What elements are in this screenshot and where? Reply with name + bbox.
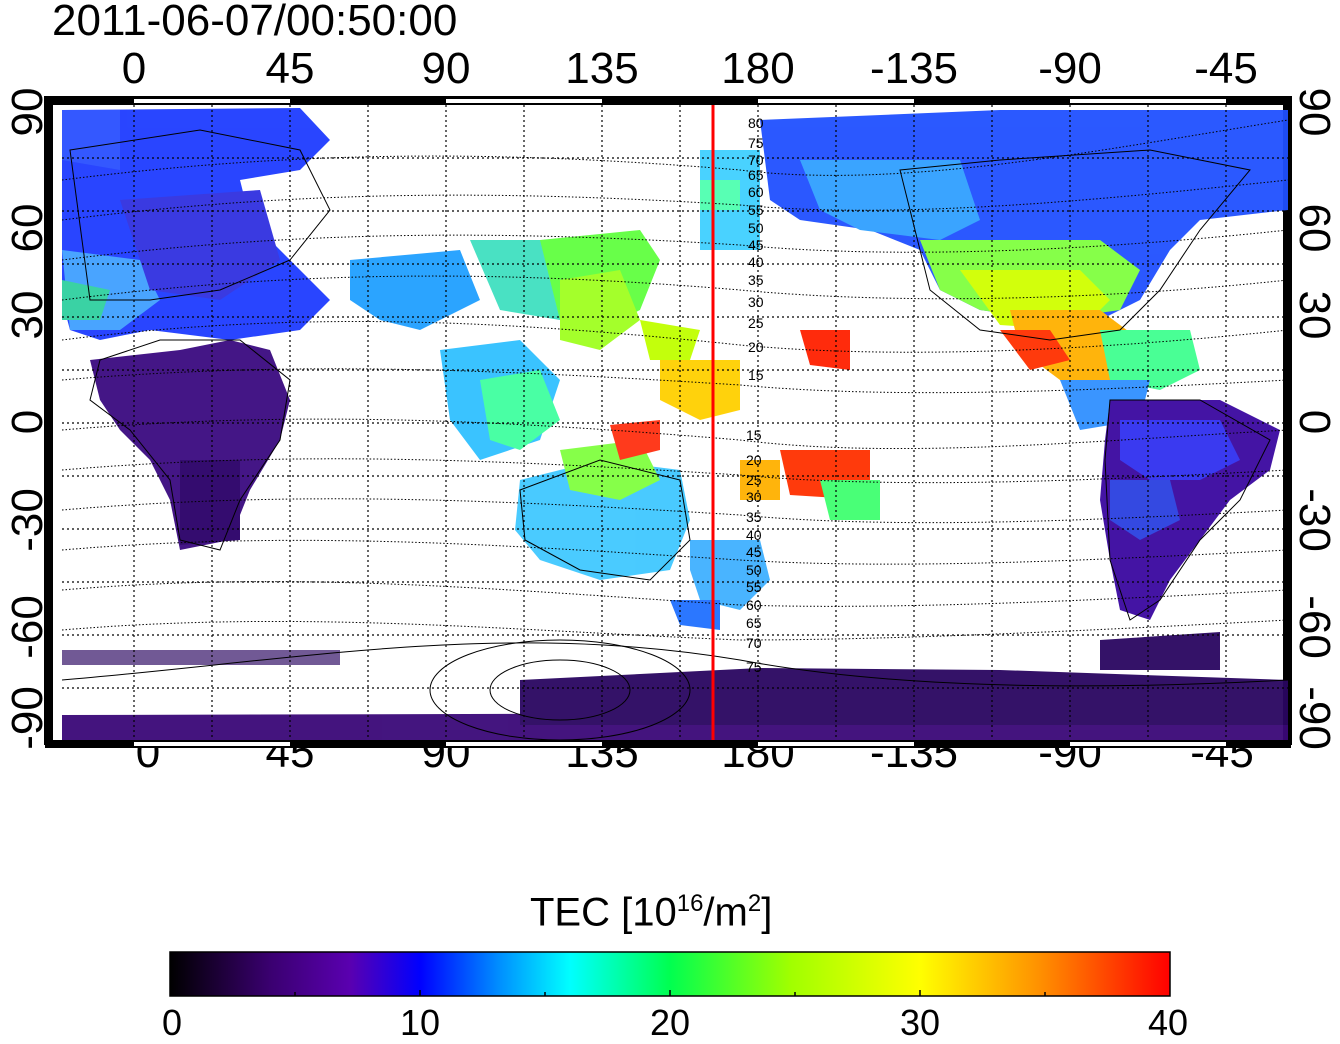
coastlines xyxy=(62,129,1288,740)
contour-label: 45 xyxy=(746,544,762,560)
colorbar-tick-label: 0 xyxy=(161,1002,183,1043)
contour-label: 30 xyxy=(746,489,762,505)
contour-label: 35 xyxy=(748,272,764,288)
colorbar-title-sup1: 16 xyxy=(676,890,704,917)
graticule-grid xyxy=(62,105,1288,740)
colorbar-tick-label: 30 xyxy=(899,1002,941,1043)
colorbar-tick-label: 10 xyxy=(399,1002,441,1043)
lon-tick-top: -90 xyxy=(1038,44,1102,93)
contour-label: 50 xyxy=(746,562,762,578)
contour-label: 70 xyxy=(746,635,762,651)
contour-label: 40 xyxy=(746,527,762,543)
lon-tick-top: 45 xyxy=(265,44,315,93)
contour-label: 15 xyxy=(746,427,762,443)
contour-label: 25 xyxy=(748,315,764,331)
colorbar-tick-label: 40 xyxy=(1147,1002,1189,1043)
colorbar-title-sup2: 2 xyxy=(747,890,762,917)
lon-tick-top: 0 xyxy=(121,44,147,93)
contour-label: 25 xyxy=(746,472,762,488)
contour-label: 70 xyxy=(748,152,764,168)
contour-label: 50 xyxy=(748,220,764,236)
lon-tick-top: 135 xyxy=(565,44,639,93)
contour-label: 30 xyxy=(748,294,764,310)
contour-label: 20 xyxy=(748,339,764,355)
contour-label: 15 xyxy=(748,367,764,383)
map-title: 2011-06-07/00:50:00 xyxy=(52,0,458,45)
contour-label: 65 xyxy=(748,167,764,183)
colorbar-title-mid: /m xyxy=(703,890,748,935)
contour-label: 55 xyxy=(748,202,764,218)
colorbar-ticks xyxy=(294,990,1046,996)
contour-label: 75 xyxy=(746,659,762,675)
colorbar-title-suffix: ] xyxy=(761,890,773,935)
contour-label: 65 xyxy=(746,615,762,631)
contour-label: 35 xyxy=(746,509,762,525)
contour-label: 60 xyxy=(748,184,764,200)
contour-label: 75 xyxy=(748,135,764,151)
lon-tick-top: -135 xyxy=(869,44,959,93)
contour-label: 80 xyxy=(748,115,764,131)
lon-tick-top: 180 xyxy=(721,44,795,93)
contour-label: 60 xyxy=(746,597,762,613)
colorbar xyxy=(169,951,1171,997)
contour-label: 20 xyxy=(746,452,762,468)
colorbar-title-prefix: TEC [10 xyxy=(530,890,677,935)
lon-tick-top: -45 xyxy=(1194,44,1258,93)
magnetic-contours xyxy=(62,119,1288,641)
colorbar-gradient xyxy=(169,951,1171,997)
contour-label: 55 xyxy=(746,579,762,595)
colorbar-title: TEC [1016/m2] xyxy=(530,890,772,935)
lon-tick-top: 90 xyxy=(421,44,471,93)
contour-label: 40 xyxy=(748,254,764,270)
contour-label: 45 xyxy=(748,237,764,253)
colorbar-tick-label: 20 xyxy=(649,1002,691,1043)
